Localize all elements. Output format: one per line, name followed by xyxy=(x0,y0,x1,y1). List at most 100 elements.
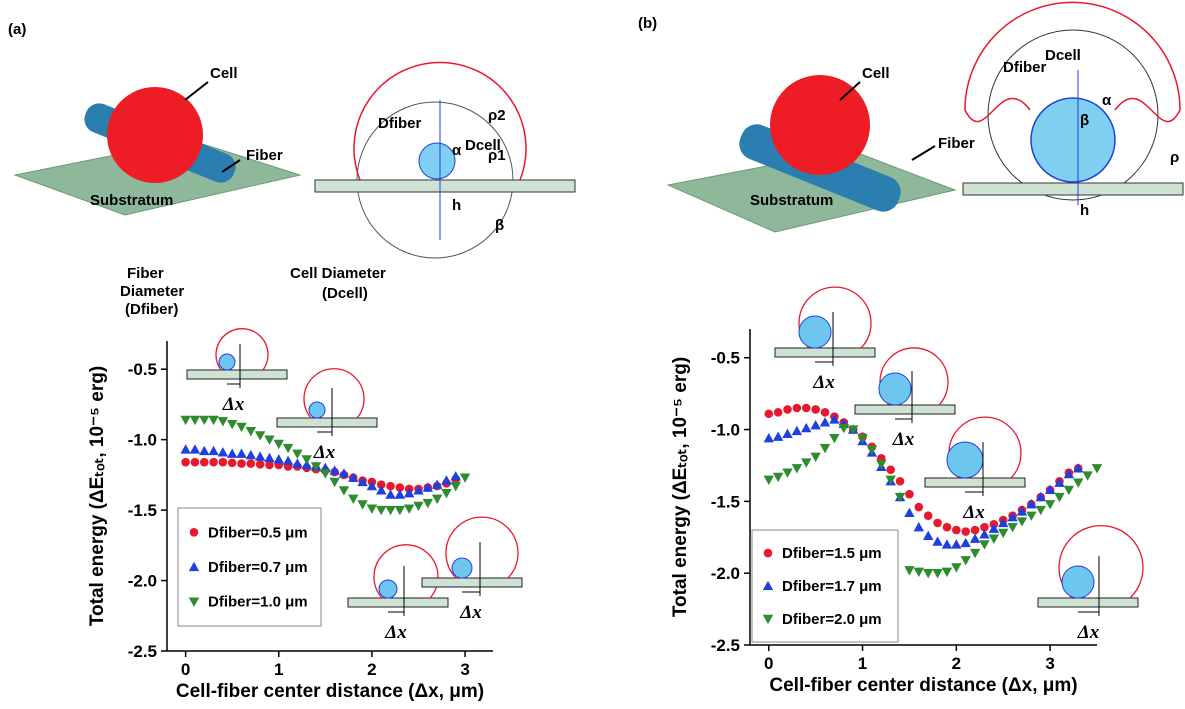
inset-dx: Δx xyxy=(459,602,482,623)
data-point xyxy=(1036,506,1046,515)
y-tick-label: -1.5 xyxy=(128,501,157,520)
x-axis-title: Cell-fiber center distance (Δx, μm) xyxy=(769,675,1077,696)
data-point xyxy=(933,519,942,528)
inset-substrate xyxy=(348,598,448,607)
beta: β xyxy=(495,217,504,234)
data-point xyxy=(782,429,792,438)
data-point xyxy=(255,431,265,440)
data-point xyxy=(942,568,952,577)
data-point xyxy=(199,446,209,455)
data-point xyxy=(961,538,971,547)
data-point xyxy=(1045,500,1055,509)
data-point xyxy=(970,549,980,558)
data-point xyxy=(247,459,256,468)
data-point xyxy=(970,534,980,543)
data-point xyxy=(451,471,461,480)
d-fiber: Dfiber xyxy=(1003,59,1047,76)
data-point xyxy=(1092,464,1102,473)
d-fiber: Dfiber xyxy=(378,115,422,132)
inset-substrate xyxy=(855,405,955,414)
data-point xyxy=(256,460,265,469)
inset-fiber xyxy=(947,442,983,478)
data-point xyxy=(460,474,470,483)
y-tick-label: -1.0 xyxy=(128,431,157,450)
rho1: ρ1 xyxy=(488,147,506,164)
data-point xyxy=(802,404,811,413)
data-point xyxy=(1054,493,1064,502)
data-point xyxy=(348,495,358,504)
data-point xyxy=(989,535,999,544)
data-point xyxy=(432,495,442,504)
data-point xyxy=(180,444,190,453)
data-point xyxy=(904,508,914,517)
y-tick-label: -1.0 xyxy=(711,421,740,440)
pointer xyxy=(185,82,208,100)
fiber-section xyxy=(419,143,455,179)
data-point xyxy=(209,458,218,467)
fiber-label: Fiber xyxy=(246,147,283,164)
cell-label: Cell xyxy=(210,65,238,82)
fiber-diameter: Diameter xyxy=(120,283,184,300)
data-point xyxy=(376,506,386,515)
data-point xyxy=(208,446,218,455)
data-point xyxy=(764,409,773,418)
data-point xyxy=(395,506,405,515)
substratum-label: Substratum xyxy=(90,192,173,209)
inset-substrate xyxy=(277,418,377,427)
panel-label: (b) xyxy=(638,15,657,32)
figure: (a) Cell Fiber Substratum Dcell Dfiber ρ… xyxy=(0,0,1185,704)
data-point xyxy=(441,475,451,484)
data-point xyxy=(404,505,414,514)
data-point xyxy=(951,563,961,572)
data-point xyxy=(904,566,914,575)
x-tick-label: 0 xyxy=(764,654,773,673)
cell-diameter: Cell Diameter xyxy=(290,265,386,282)
data-point xyxy=(200,458,209,467)
beta: β xyxy=(1080,112,1089,129)
data-point xyxy=(423,499,433,508)
data-point xyxy=(821,408,830,417)
data-point xyxy=(961,556,971,565)
data-point xyxy=(302,455,312,464)
data-point xyxy=(764,549,773,558)
data-point xyxy=(292,458,302,467)
data-point xyxy=(764,433,774,442)
pointer xyxy=(912,146,935,160)
data-point xyxy=(274,440,284,449)
substrate xyxy=(315,180,575,192)
data-point xyxy=(385,506,395,515)
data-point xyxy=(820,417,830,426)
data-point xyxy=(782,468,792,477)
data-point xyxy=(320,469,330,478)
data-point xyxy=(914,568,924,577)
cell-label: Cell xyxy=(862,65,890,82)
inset-dx: Δx xyxy=(313,442,336,463)
inset-dx: Δx xyxy=(222,394,245,415)
data-point xyxy=(219,458,228,467)
inset-dx: Δx xyxy=(1077,622,1100,643)
data-point xyxy=(386,482,395,491)
y-tick-label: -2.0 xyxy=(711,564,740,583)
data-point xyxy=(395,489,405,498)
data-point xyxy=(1064,486,1074,495)
data-point xyxy=(357,500,367,509)
y-axis-title: Total energy (ΔEₜₒₜ, 10⁻⁵ erg) xyxy=(670,357,691,617)
h: h xyxy=(452,197,461,214)
data-point xyxy=(783,405,792,414)
data-point xyxy=(820,444,830,453)
data-point xyxy=(942,539,952,548)
inset-substrate xyxy=(1038,598,1138,607)
data-point xyxy=(774,408,783,417)
data-point xyxy=(773,473,783,482)
data-point xyxy=(385,489,395,498)
data-point xyxy=(292,450,302,459)
x-tick-label: 1 xyxy=(274,660,283,679)
data-point xyxy=(441,489,451,498)
data-point xyxy=(829,434,839,443)
data-point xyxy=(246,427,256,436)
inset-dx: Δx xyxy=(892,429,915,450)
y-tick-label: -0.5 xyxy=(711,349,740,368)
data-point xyxy=(274,454,284,463)
data-point xyxy=(943,523,952,532)
inset-substrate xyxy=(422,578,522,587)
